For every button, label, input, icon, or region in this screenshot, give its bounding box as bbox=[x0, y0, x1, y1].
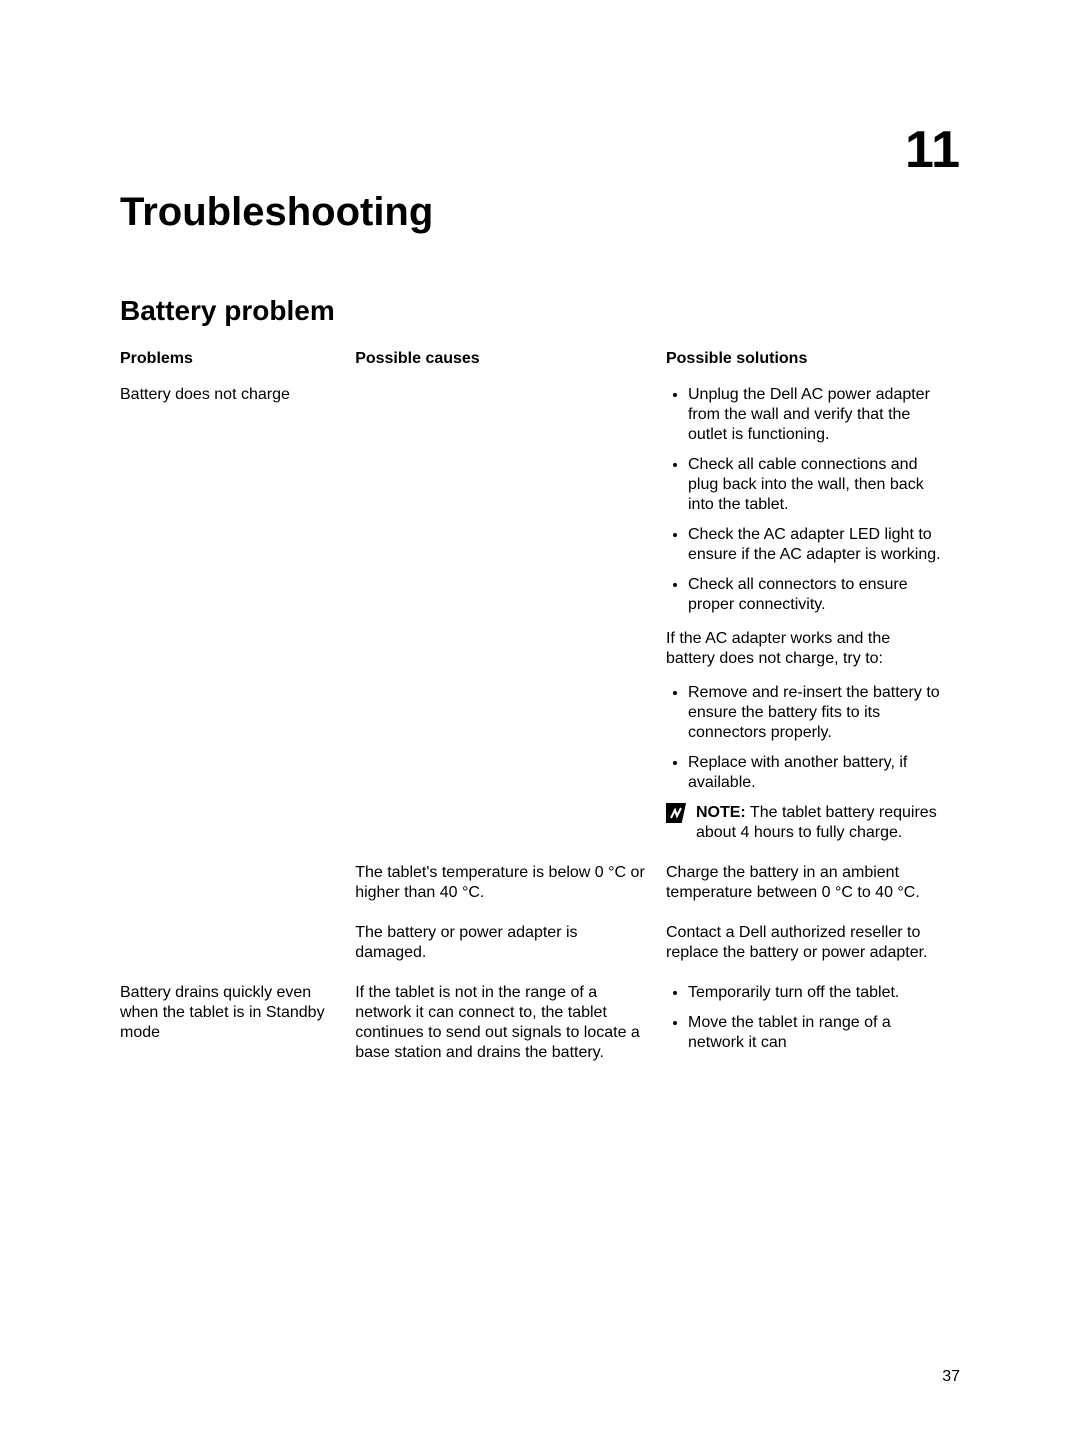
header-problems: Problems bbox=[120, 343, 355, 379]
list-item: Temporarily turn off the tablet. bbox=[688, 983, 942, 1003]
solution-list: Temporarily turn off the tablet. Move th… bbox=[666, 983, 942, 1053]
note-label: NOTE: bbox=[696, 804, 746, 821]
note-icon bbox=[666, 803, 686, 823]
page-number: 37 bbox=[942, 1368, 960, 1386]
cell-solution: Temporarily turn off the tablet. Move th… bbox=[666, 977, 960, 1077]
cell-problem bbox=[120, 917, 355, 977]
table-row: The tablet's temperature is below 0 °C o… bbox=[120, 857, 960, 917]
note-text: NOTE: The tablet battery requires about … bbox=[696, 803, 942, 843]
cell-problem bbox=[120, 857, 355, 917]
list-item: Check all connectors to ensure proper co… bbox=[688, 575, 942, 615]
cell-cause bbox=[355, 379, 666, 857]
solution-list: Unplug the Dell AC power adapter from th… bbox=[666, 385, 942, 615]
note-box: NOTE: The tablet battery requires about … bbox=[666, 803, 942, 843]
list-item: Replace with another battery, if availab… bbox=[688, 753, 942, 793]
cell-solution: Contact a Dell authorized reseller to re… bbox=[666, 917, 960, 977]
list-item: Unplug the Dell AC power adapter from th… bbox=[688, 385, 942, 445]
list-item: Remove and re-insert the battery to ensu… bbox=[688, 683, 942, 743]
cell-cause: The battery or power adapter is damaged. bbox=[355, 917, 666, 977]
table-row: Battery drains quickly even when the tab… bbox=[120, 977, 960, 1077]
cell-cause: If the tablet is not in the range of a n… bbox=[355, 977, 666, 1077]
header-causes: Possible causes bbox=[355, 343, 666, 379]
chapter-number: 11 bbox=[905, 120, 960, 180]
header-solutions: Possible solutions bbox=[666, 343, 960, 379]
table-row: Battery does not charge Unplug the Dell … bbox=[120, 379, 960, 857]
cell-problem: Battery does not charge bbox=[120, 379, 355, 857]
list-item: Check the AC adapter LED light to ensure… bbox=[688, 525, 942, 565]
page-title: Troubleshooting bbox=[120, 190, 960, 235]
solution-list: Remove and re-insert the battery to ensu… bbox=[666, 683, 942, 793]
table-row: The battery or power adapter is damaged.… bbox=[120, 917, 960, 977]
solution-intertext: If the AC adapter works and the battery … bbox=[666, 629, 942, 669]
list-item: Move the tablet in range of a network it… bbox=[688, 1013, 942, 1053]
cell-cause: The tablet's temperature is below 0 °C o… bbox=[355, 857, 666, 917]
cell-solution: Unplug the Dell AC power adapter from th… bbox=[666, 379, 960, 857]
cell-solution: Charge the battery in an ambient tempera… bbox=[666, 857, 960, 917]
troubleshoot-table: Problems Possible causes Possible soluti… bbox=[120, 343, 960, 1077]
section-title: Battery problem bbox=[120, 295, 960, 327]
list-item: Check all cable connections and plug bac… bbox=[688, 455, 942, 515]
cell-problem: Battery drains quickly even when the tab… bbox=[120, 977, 355, 1077]
